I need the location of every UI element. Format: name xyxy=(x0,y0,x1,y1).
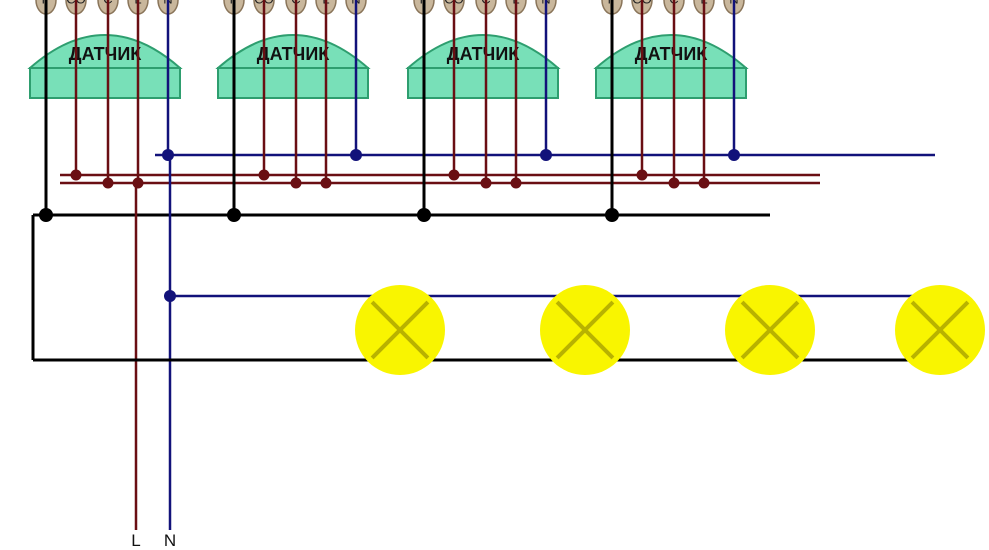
sensor-2: ДАТЧИКPCOCLN xyxy=(218,0,368,98)
sensor-label: ДАТЧИК xyxy=(257,44,331,64)
sensor-label: ДАТЧИК xyxy=(635,44,709,64)
sensor-3: ДАТЧИКPCOCLN xyxy=(408,0,558,98)
label-N: N xyxy=(164,531,176,550)
label-L: L xyxy=(131,531,140,550)
lamp-3 xyxy=(725,285,815,375)
sensor-label: ДАТЧИК xyxy=(69,44,143,64)
lamp-2 xyxy=(540,285,630,375)
lamp-1 xyxy=(355,285,445,375)
sensor-label: ДАТЧИК xyxy=(447,44,521,64)
wiring-diagram: ДАТЧИКPCOCLNДАТЧИКPCOCLNДАТЧИКPCOCLNДАТЧ… xyxy=(0,0,989,550)
sensor-1: ДАТЧИКPCOCLN xyxy=(30,0,180,98)
sensor-4: ДАТЧИКPCOCLN xyxy=(596,0,746,98)
lamp-4 xyxy=(895,285,985,375)
